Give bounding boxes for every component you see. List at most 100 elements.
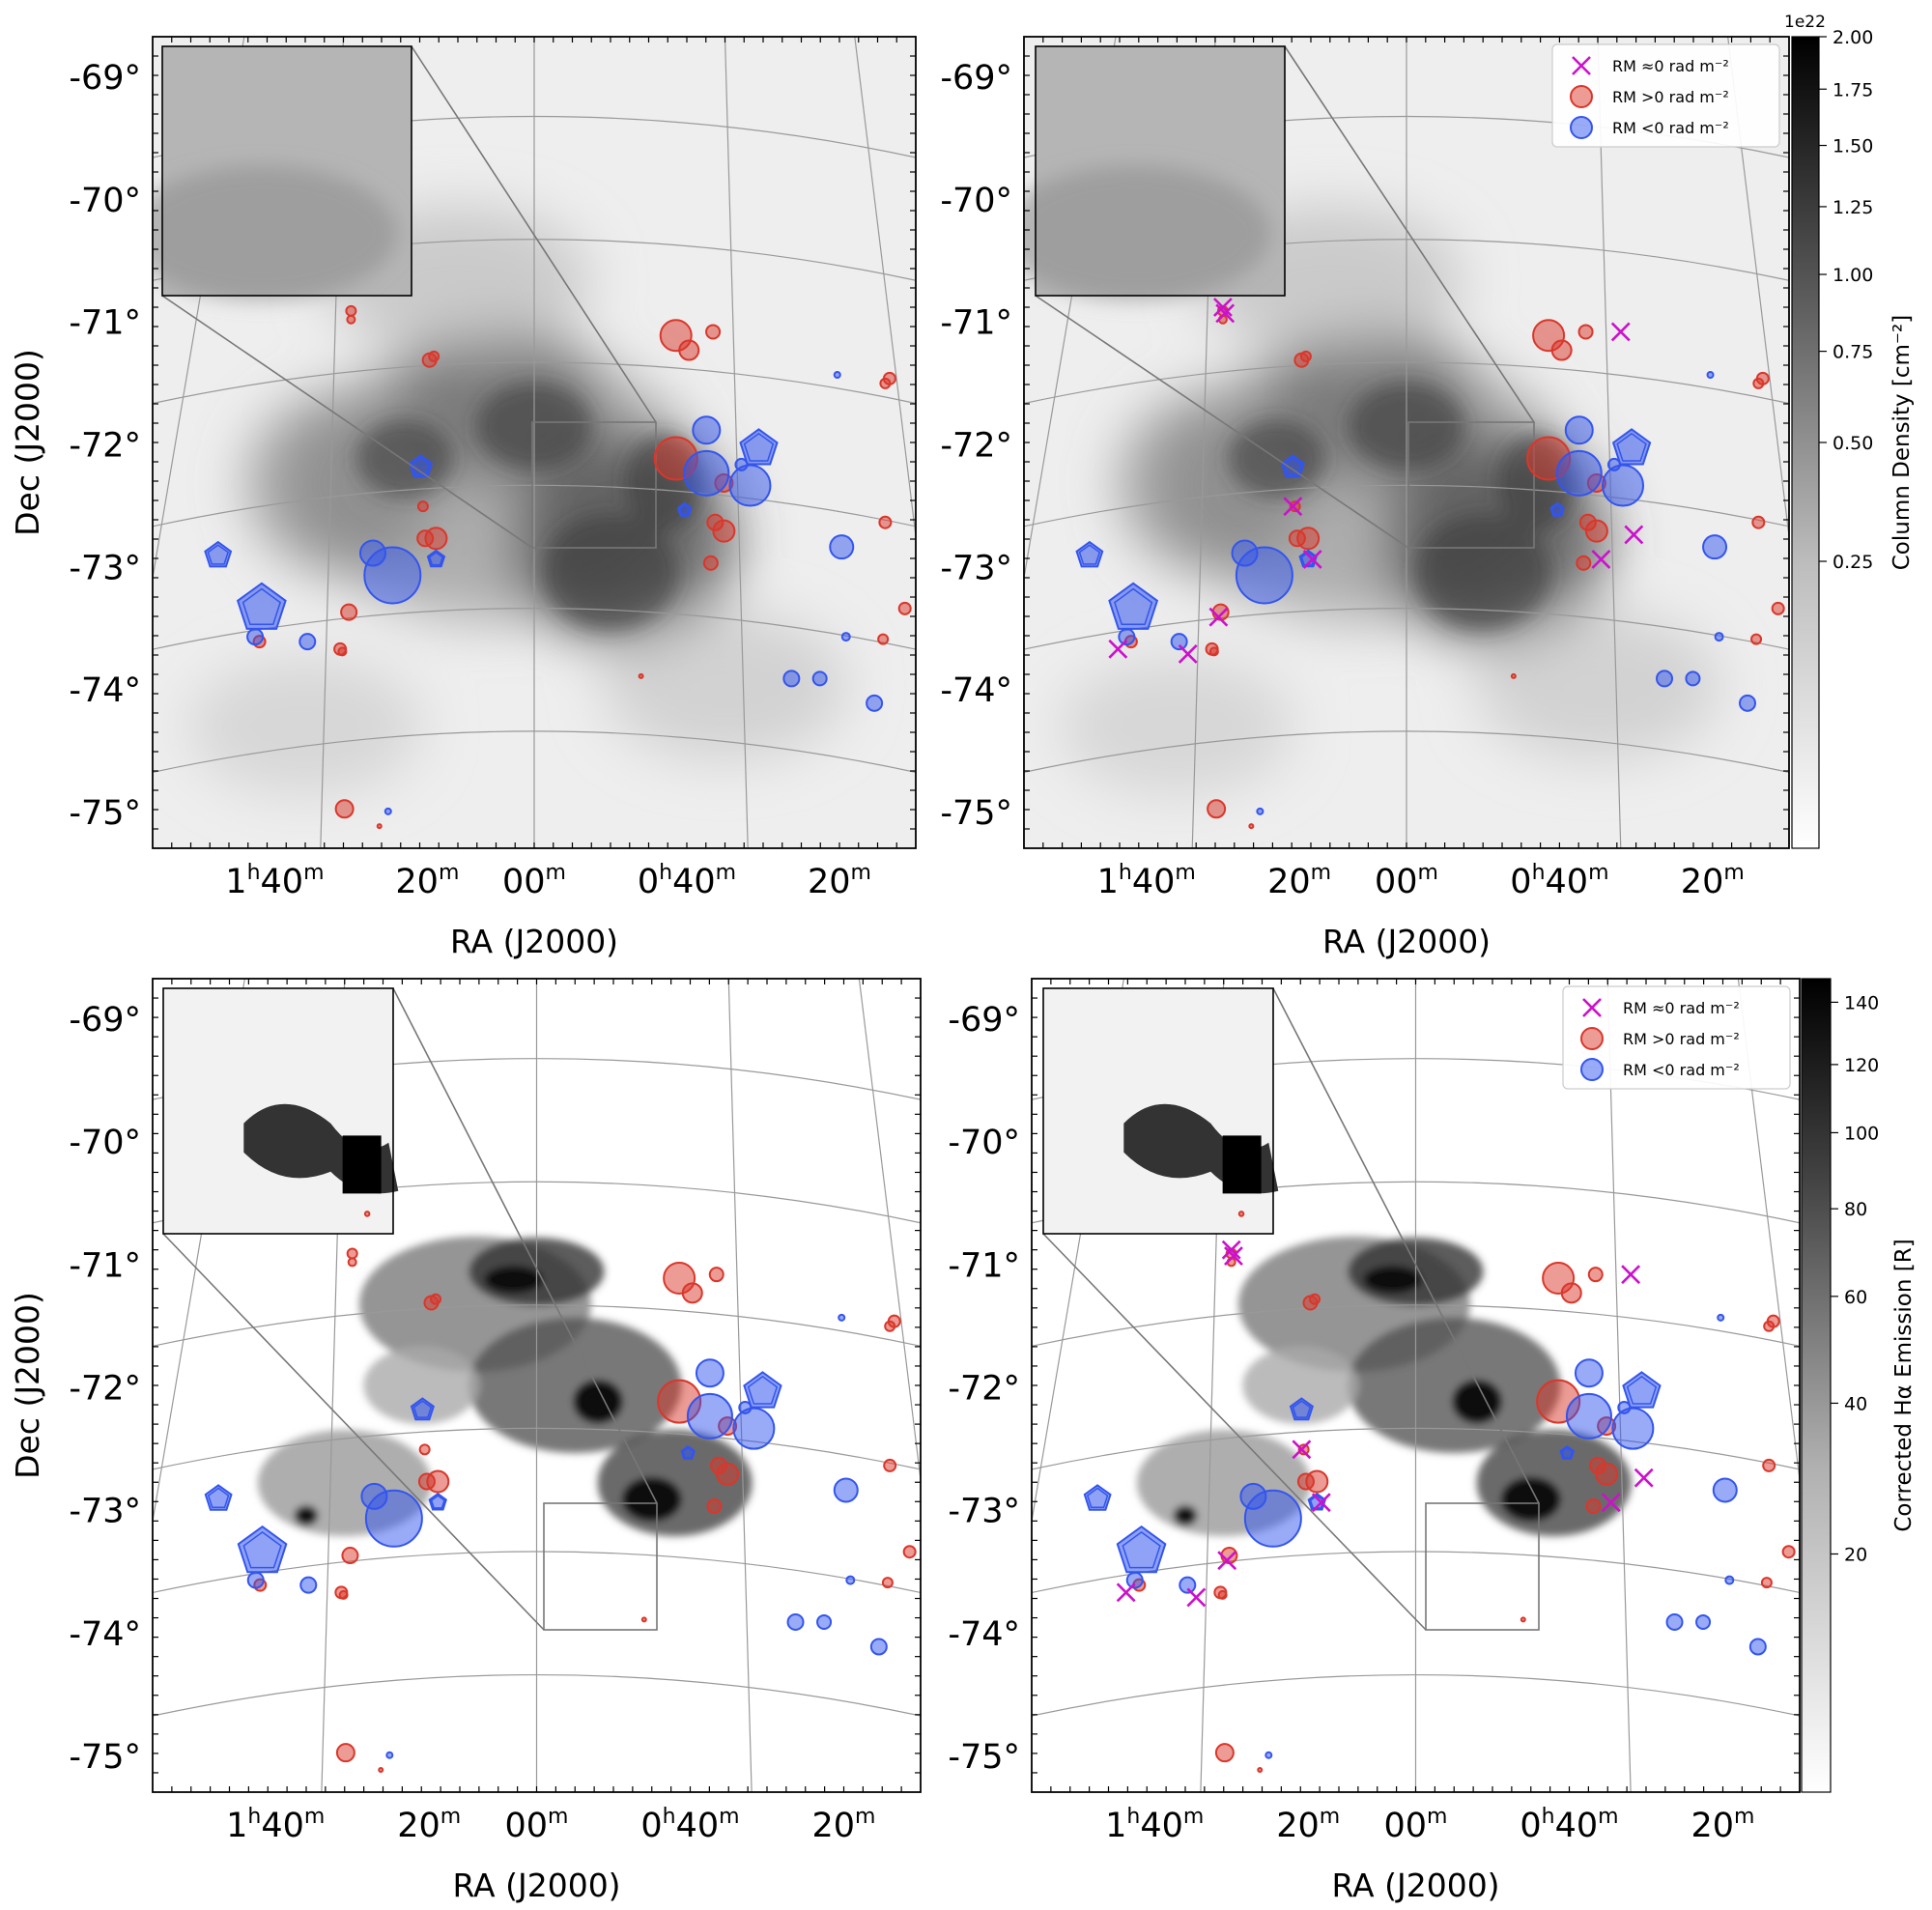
rm-zero-point — [1624, 525, 1644, 545]
ra-tick-label: 0h40m — [1510, 861, 1608, 901]
rm-negative-point — [739, 428, 779, 466]
rm-positive-point — [334, 799, 355, 819]
rm-positive-point — [975, 651, 996, 672]
rm-negative-point-inner — [1114, 587, 1153, 625]
rm-negative-point-inner — [207, 1487, 230, 1508]
rm-positive-point — [1214, 1743, 1235, 1763]
dec-tick-label: -69° — [940, 59, 1012, 98]
rm-positive-point — [341, 1547, 359, 1565]
rm-positive-point — [1751, 515, 1766, 529]
rm-positive-point — [1510, 672, 1517, 679]
rm-negative-point — [937, 1600, 952, 1615]
legend-marker-circle — [1580, 1058, 1604, 1081]
rm-negative-point-inner — [743, 432, 775, 462]
legend-marker-circle — [1570, 116, 1593, 139]
rm-positive-point — [1248, 823, 1255, 830]
rm-negative-point — [1617, 1400, 1632, 1414]
colorbar-tick-label: 120 — [1844, 1055, 1879, 1076]
rm-zero-point — [1868, 624, 1886, 641]
ra-tick-label: 0h40m — [640, 1805, 739, 1845]
rm-negative-point — [1083, 1484, 1112, 1511]
ra-tick-label: 00m — [1384, 1805, 1448, 1845]
rm-negative-point — [1116, 1525, 1167, 1574]
rm-positive-point — [1208, 646, 1219, 657]
dec-tick-label: -72° — [948, 1370, 1020, 1409]
rm-positive-point — [708, 1267, 724, 1283]
rm-negative-point — [738, 1400, 753, 1414]
rm-positive-point — [335, 1743, 355, 1763]
rm-positive-point — [1771, 601, 1785, 615]
rm-positive-point — [1560, 1282, 1582, 1304]
rm-positive-point — [710, 1456, 728, 1474]
rm-negative-point — [833, 371, 841, 379]
rm-positive-point — [702, 555, 719, 571]
ra-axis-label: RA (J2000) — [450, 923, 618, 960]
rm-zero-point — [1859, 1577, 1876, 1594]
rm-positive-point — [1864, 654, 1884, 673]
ra-tick-label: 0h40m — [1520, 1805, 1618, 1845]
rm-positive-point — [347, 1257, 357, 1268]
legend-marker-cross — [1582, 998, 1602, 1017]
rm-positive-point — [1299, 350, 1312, 362]
rm-negative-point — [845, 1575, 856, 1585]
rm-negative-point-inner — [411, 457, 431, 475]
rm-positive-point — [997, 1598, 1016, 1617]
rm-positive-point — [1217, 1589, 1228, 1600]
rm-positive-point — [1762, 1458, 1776, 1472]
rm-negative-point-inner — [1616, 432, 1647, 462]
rm-positive-point — [706, 513, 724, 531]
rm-negative-point — [1714, 632, 1724, 642]
rm-positive-point — [424, 527, 448, 551]
colorbar-top-scale: 1e22 — [1784, 13, 1826, 32]
legend-label: RM ≈0 rad m⁻² — [1623, 999, 1740, 1017]
rm-negative-point — [728, 464, 772, 507]
rm-negative-point — [1706, 371, 1715, 379]
dec-tick-label: -70° — [69, 1124, 141, 1162]
rm-negative-point-inner — [1551, 503, 1564, 516]
legend-label: RM >0 rad m⁻² — [1612, 88, 1729, 106]
rm-positive-point — [1520, 1616, 1526, 1623]
rm-positive-point — [1305, 1469, 1329, 1494]
ra-tick-label: 20m — [395, 861, 459, 901]
rm-positive-point — [428, 350, 440, 362]
rm-positive-point — [378, 1767, 384, 1774]
legend-marker-circle — [1570, 85, 1593, 108]
rm-positive-point — [1585, 1498, 1602, 1515]
colorbar-top-label: Column Density [cm⁻²] — [1889, 315, 1915, 571]
rm-negative-point — [298, 633, 317, 651]
rm-negative-point — [246, 1571, 265, 1589]
ra-tick-label: 1h40m — [1097, 861, 1196, 901]
dec-tick-label: -69° — [948, 1001, 1020, 1040]
rm-positive-point — [706, 1498, 723, 1515]
rm-negative-point — [838, 1313, 846, 1322]
rm-negative-point-inner — [1292, 1400, 1312, 1418]
rm-positive-point — [338, 1589, 349, 1600]
rm-positive-point — [1781, 1545, 1796, 1559]
dec-tick-label: -70° — [948, 1124, 1020, 1162]
rm-positive-point — [1576, 555, 1592, 571]
rm-positive-point — [430, 1293, 442, 1305]
rm-zero-point — [1634, 1468, 1654, 1488]
rm-negative-point — [1231, 539, 1259, 567]
colorbar-tick-label: 1.00 — [1833, 265, 1873, 286]
legend: RM ≈0 rad m⁻² RM >0 rad m⁻² RM <0 rad m⁻² — [1562, 985, 1791, 1090]
rm-zero-point — [1283, 497, 1303, 517]
rm-positive-point — [1297, 1443, 1310, 1456]
markers — [204, 1247, 1016, 1774]
zoom-region-box — [543, 1502, 658, 1631]
rm-negative-point — [1239, 1482, 1267, 1510]
zoom-region-box — [1425, 1502, 1540, 1631]
colorbar-tick-label: 40 — [1844, 1393, 1867, 1414]
rm-positive-point — [1587, 1267, 1604, 1283]
rm-negative-point — [384, 807, 392, 815]
dec-axis-label: Dec (J2000) — [9, 349, 46, 536]
rm-negative-point — [869, 1638, 888, 1656]
rm-positive-point — [416, 500, 429, 513]
rm-negative-point — [1264, 1751, 1273, 1759]
rm-positive-point — [640, 1616, 647, 1623]
rm-zero-point — [1292, 1440, 1312, 1460]
dec-tick-label: -75° — [948, 1738, 1020, 1777]
rm-negative-point — [686, 1392, 733, 1440]
rm-zero-point — [1178, 643, 1198, 664]
rm-negative-point — [1739, 694, 1757, 712]
